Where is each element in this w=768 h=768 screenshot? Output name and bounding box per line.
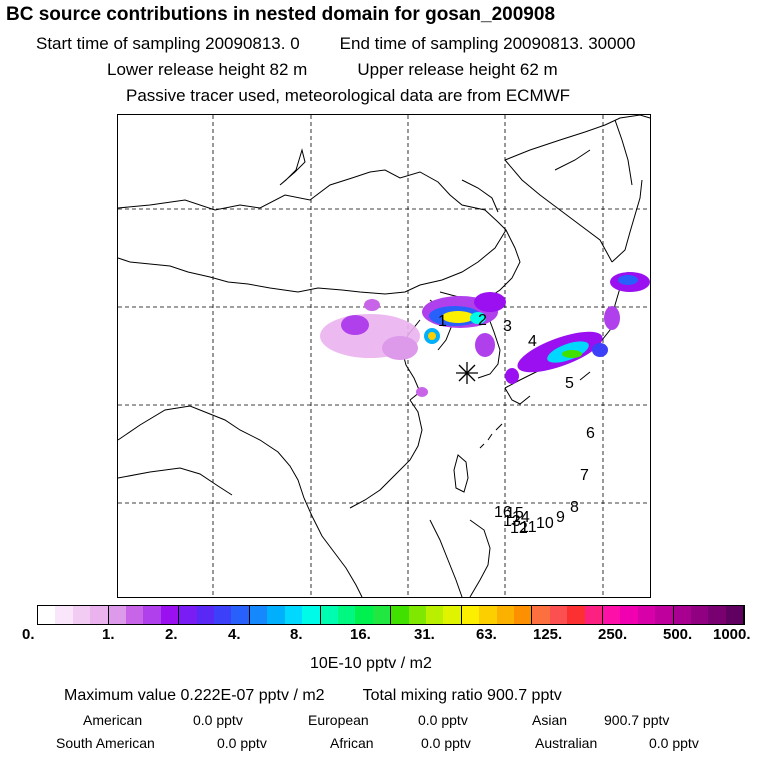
- scale-tick-label: 500.: [663, 626, 693, 643]
- color-scale-segment: [302, 606, 321, 624]
- scale-tick-label: 2.: [165, 626, 178, 643]
- color-scale-segment: [708, 606, 726, 624]
- color-scale-segment: [55, 606, 73, 624]
- color-scale-segment: [691, 606, 709, 624]
- color-scale-segment: [673, 606, 692, 624]
- color-scale-segment: [496, 606, 514, 624]
- color-scale-segment: [108, 606, 127, 624]
- concentration-plume: [320, 272, 650, 397]
- scale-tick-label: 63.: [476, 626, 497, 643]
- total-mixing-ratio: Total mixing ratio 900.7 pptv: [362, 687, 562, 704]
- scale-tick-label: 16.: [350, 626, 371, 643]
- scale-unit: 10E-10 pptv / m2: [310, 655, 432, 672]
- color-scale-segment: [284, 606, 303, 624]
- color-scale-segment: [72, 606, 91, 624]
- color-scale-segment: [425, 606, 444, 624]
- trajectory-label: 11: [520, 519, 537, 536]
- region-name: Australian: [535, 735, 598, 751]
- region-value: 0.0 pptv: [193, 712, 243, 728]
- trajectory-label: 8: [570, 499, 579, 516]
- coastlines-borders: [117, 114, 651, 598]
- scale-tick-label: 0.: [22, 626, 35, 643]
- color-scale-segment: [249, 606, 268, 624]
- color-scale-segment: [513, 606, 533, 624]
- color-scale-segment: [725, 606, 745, 624]
- sampling-times: Start time of sampling 20090813. 0 End ti…: [36, 34, 636, 54]
- maximum-value: Maximum value 0.222E-07 pptv / m2: [64, 687, 325, 704]
- scale-tick-label: 4.: [228, 626, 241, 643]
- scale-tick-label: 8.: [290, 626, 303, 643]
- trajectory-label: 3: [503, 318, 512, 335]
- receptor-star-icon: [456, 362, 478, 384]
- color-scale-segment: [461, 606, 480, 624]
- color-scale-segment: [584, 606, 603, 624]
- scale-tick-label: 250.: [598, 626, 628, 643]
- end-time-label: End time of sampling 20090813. 30000: [339, 34, 636, 53]
- trajectory-label: 2: [478, 312, 487, 329]
- region-value: 0.0 pptv: [418, 712, 468, 728]
- region-name: European: [308, 712, 369, 728]
- region-name: Asian: [532, 712, 568, 728]
- color-scale-segment: [567, 606, 585, 624]
- upper-release-label: Upper release height 62 m: [357, 60, 558, 79]
- color-scale-segment: [655, 606, 674, 624]
- region-name: American: [83, 712, 143, 728]
- color-scale-segment: [143, 606, 161, 624]
- trajectory-label: 13: [503, 513, 521, 530]
- color-scale-segment: [320, 606, 338, 624]
- color-scale-segment: [391, 606, 409, 624]
- color-scale-bar: [37, 605, 745, 625]
- region-value: 0.0 pptv: [649, 735, 699, 751]
- lower-release-label: Lower release height 82 m: [107, 60, 308, 79]
- color-scale-segment: [479, 606, 497, 624]
- trajectory-label: 6: [586, 425, 595, 442]
- trajectory-label: 12: [510, 520, 528, 537]
- summary-maximum-line: Maximum value 0.222E-07 pptv / m2 Total m…: [64, 687, 562, 705]
- trajectory-label: 4: [528, 333, 537, 350]
- scale-tick-label: 125.: [533, 626, 563, 643]
- color-scale-segment: [408, 606, 426, 624]
- color-scale-segment: [160, 606, 180, 624]
- scale-tick-label: 1000.: [713, 626, 751, 643]
- color-scale-segment: [443, 606, 462, 624]
- region-value: 0.0 pptv: [217, 735, 267, 751]
- tracer-note: Passive tracer used, meteorological data…: [126, 86, 571, 105]
- trajectory-label: 15: [506, 505, 524, 522]
- region-name: South American: [56, 735, 155, 751]
- color-scale-segment: [231, 606, 250, 624]
- scale-tick-label: 1.: [102, 626, 115, 643]
- color-scale-segment: [337, 606, 356, 624]
- trajectory-label: 5: [565, 375, 574, 392]
- color-scale-segment: [620, 606, 638, 624]
- trajectory-label: 7: [580, 467, 589, 484]
- color-scale-segment: [532, 606, 550, 624]
- region-name: African: [330, 735, 374, 751]
- color-scale-segment: [355, 606, 373, 624]
- trajectory-label: 9: [556, 509, 565, 526]
- color-scale-segment: [90, 606, 109, 624]
- region-value: 0.0 pptv: [421, 735, 471, 751]
- color-scale-segment: [372, 606, 392, 624]
- trajectory-labels: 1 2 3 4 5 6 7 8 9 10 11 12 13 14 15 16: [438, 312, 595, 537]
- start-time-label: Start time of sampling 20090813. 0: [36, 34, 300, 53]
- region-value: 900.7 pptv: [604, 712, 670, 728]
- color-scale-segment: [549, 606, 568, 624]
- source-contribution-map: 1 2 3 4 5 6 7 8 9 10 11 12 13 14 15 16: [117, 114, 651, 598]
- lat-lon-grid: [118, 115, 650, 597]
- color-scale-segment: [179, 606, 197, 624]
- color-scale-segment: [126, 606, 144, 624]
- color-scale-segment: [196, 606, 215, 624]
- trajectory-label: 1: [438, 313, 447, 330]
- map-title: BC source contributions in nested domain…: [6, 4, 556, 25]
- trajectory-label: 16: [494, 504, 512, 521]
- release-heights: Lower release height 82 m Upper release h…: [107, 60, 558, 80]
- trajectory-label: 10: [536, 515, 554, 532]
- scale-tick-label: 31.: [414, 626, 435, 643]
- trajectory-label: 14: [512, 509, 530, 526]
- color-scale-segment: [38, 606, 56, 624]
- color-scale-segment: [214, 606, 232, 624]
- color-scale-segment: [267, 606, 285, 624]
- color-scale-segment: [637, 606, 656, 624]
- color-scale-segment: [603, 606, 621, 624]
